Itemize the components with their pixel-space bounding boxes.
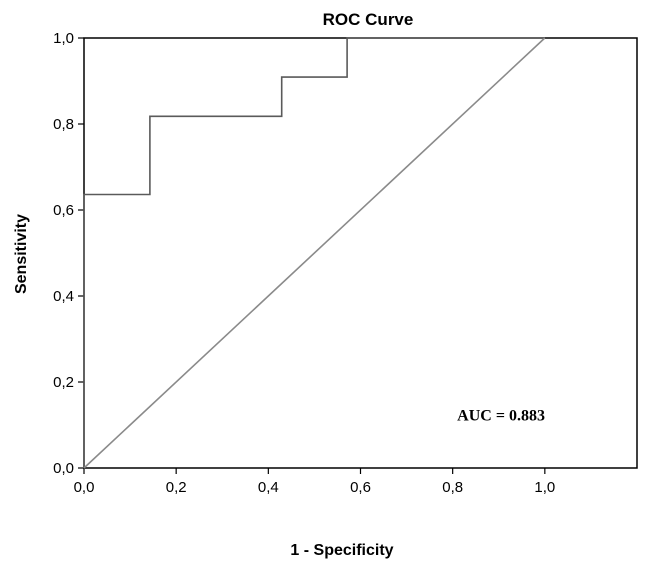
- annotation-layer: AUC = 0.883: [457, 408, 545, 425]
- x-tick-label: 0,0: [74, 479, 95, 496]
- x-tick-label: 0,2: [166, 479, 187, 496]
- plot-frame: [83, 37, 638, 469]
- series-layer: [83, 37, 546, 469]
- y-tick-label: 0,0: [53, 460, 74, 477]
- y-tick-label: 0,2: [53, 374, 74, 391]
- y-tick-label: 1,0: [53, 30, 74, 47]
- y-tick-label: 0,8: [53, 116, 74, 133]
- x-axis-label: 1 - Specificity: [290, 542, 393, 559]
- y-tick-label: 0,6: [53, 202, 74, 219]
- roc-curve-line: [83, 37, 545, 468]
- x-tick-label: 0,8: [442, 479, 463, 496]
- auc-annotation: AUC = 0.883: [457, 408, 545, 425]
- x-tick-label: 0,6: [350, 479, 371, 496]
- reference-diagonal-line: [83, 37, 546, 469]
- chart-title: ROC Curve: [323, 10, 414, 29]
- x-tick-label: 1,0: [534, 479, 555, 496]
- x-tick-label: 0,4: [258, 479, 279, 496]
- y-axis-label: Sensitivity: [13, 214, 30, 294]
- x-axis-ticks: 0,0 0,2 0,4 0,6 0,8 1,0: [74, 468, 555, 496]
- y-tick-label: 0,4: [53, 288, 74, 305]
- y-axis-ticks: 0,0 0,2 0,4 0,6 0,8 1,0: [53, 30, 84, 477]
